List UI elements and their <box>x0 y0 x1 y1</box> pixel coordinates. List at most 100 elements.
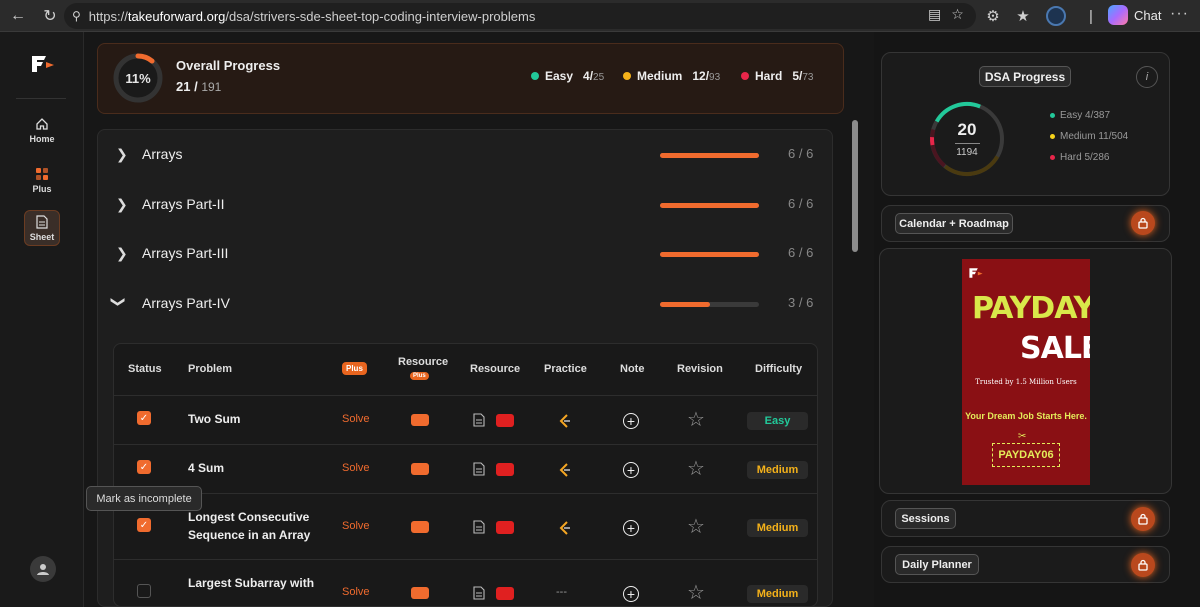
youtube-icon[interactable] <box>496 587 514 600</box>
payday-sale-banner[interactable]: PAYDAY SALE Trusted by 1.5 Million Users… <box>962 259 1090 485</box>
problem-name[interactable]: Two Sum <box>188 412 241 426</box>
table-header: Status Problem Plus Resource Plus Resour… <box>114 344 817 396</box>
problem-name[interactable]: Longest Consecutive Sequence in an Array <box>188 510 311 542</box>
sidebar-item-plus[interactable]: Plus <box>24 162 60 198</box>
legend-easy: Easy 4/387 <box>1050 110 1110 121</box>
practice-empty: --- <box>556 586 567 598</box>
status-checkbox[interactable] <box>137 584 151 598</box>
topic-row-arrays[interactable]: ❯ Arrays 6 / 6 <box>98 130 834 180</box>
chevron-down-icon: ❯ <box>111 296 127 308</box>
article-icon[interactable] <box>473 462 485 476</box>
profile-avatar[interactable] <box>1046 6 1066 26</box>
lock-icon[interactable] <box>1131 507 1155 531</box>
sidebar-divider <box>16 98 66 99</box>
solve-link[interactable]: Solve <box>342 520 370 532</box>
favorite-star-icon[interactable]: ☆ <box>951 6 964 22</box>
refresh-icon[interactable]: ↻ <box>43 8 57 25</box>
add-note-icon[interactable]: + <box>623 586 639 602</box>
revision-star-icon[interactable]: ☆ <box>687 409 705 431</box>
medium-label: Medium <box>637 69 683 83</box>
lock-icon[interactable] <box>1131 211 1155 235</box>
topic-name: Arrays <box>142 146 183 162</box>
revision-star-icon[interactable]: ☆ <box>687 516 705 538</box>
topic-count: 6 / 6 <box>788 196 814 211</box>
easy-stat: Easy 4/25 <box>531 69 604 83</box>
plus-video-icon[interactable] <box>411 587 429 599</box>
medium-count: 12/93 <box>692 69 721 83</box>
solve-link[interactable]: Solve <box>342 586 370 598</box>
header-status: Status <box>128 363 162 375</box>
topic-row-arrays-part-iii[interactable]: ❯ Arrays Part-III 6 / 6 <box>98 229 834 279</box>
status-checkbox[interactable]: ✓ <box>137 460 151 474</box>
calendar-roadmap-label[interactable]: Calendar + Roadmap <box>895 213 1013 234</box>
daily-planner-label[interactable]: Daily Planner <box>895 554 979 575</box>
leetcode-icon[interactable] <box>557 462 573 478</box>
add-note-icon[interactable]: + <box>623 462 639 478</box>
article-icon[interactable] <box>473 586 485 600</box>
chat-label: Chat <box>1134 7 1162 23</box>
divider-icon: | <box>1089 7 1093 25</box>
sidebar-item-label: Plus <box>32 183 52 194</box>
problem-name[interactable]: 4 Sum <box>188 461 225 475</box>
header-note: Note <box>620 363 645 375</box>
overall-progress-title: Overall Progress <box>176 58 281 73</box>
sidebar-item-sheet[interactable]: Sheet <box>24 210 60 246</box>
status-checkbox[interactable]: ✓ <box>137 518 151 532</box>
youtube-icon[interactable] <box>496 463 514 476</box>
plus-video-icon[interactable] <box>411 463 429 475</box>
leetcode-icon[interactable] <box>557 520 573 536</box>
site-info-icon[interactable]: ⚲ <box>72 9 81 23</box>
overall-done: 21 / <box>176 79 198 94</box>
youtube-icon[interactable] <box>496 414 514 427</box>
user-avatar[interactable] <box>30 556 56 582</box>
plus-video-icon[interactable] <box>411 414 429 426</box>
address-bar[interactable]: ⚲ https://takeuforward.org/dsa/strivers-… <box>64 3 976 29</box>
legend-hard: Hard 5/286 <box>1050 152 1109 163</box>
extension-icon[interactable]: ⚙ <box>986 8 1000 25</box>
home-icon <box>36 117 48 130</box>
header-resource: Resource <box>470 363 521 375</box>
chat-button[interactable]: Chat <box>1108 5 1161 25</box>
header-plus-badge: Plus <box>342 362 367 375</box>
easy-dot-icon <box>531 72 539 80</box>
article-icon[interactable] <box>473 520 485 534</box>
scissors-icon: ✂ <box>1018 431 1027 442</box>
back-arrow-icon[interactable]: ← <box>10 7 26 24</box>
article-icon[interactable] <box>473 413 485 427</box>
chevron-right-icon: ❯ <box>116 245 128 261</box>
info-icon[interactable]: i <box>1136 66 1158 88</box>
leetcode-icon[interactable] <box>557 413 573 429</box>
dsa-total-count: 1194 <box>956 147 978 158</box>
topic-row-arrays-part-ii[interactable]: ❯ Arrays Part-II 6 / 6 <box>98 180 834 230</box>
sidebar-item-home[interactable]: Home <box>24 112 60 148</box>
solve-link[interactable]: Solve <box>342 413 370 425</box>
fraction-line <box>955 143 980 144</box>
copilot-icon <box>1108 5 1128 25</box>
add-note-icon[interactable]: + <box>623 413 639 429</box>
chevron-right-icon: ❯ <box>116 196 128 212</box>
topic-row-arrays-part-iv[interactable]: ❯ Arrays Part-IV 3 / 6 <box>98 279 834 329</box>
takeuforward-logo[interactable] <box>30 54 56 74</box>
lock-icon[interactable] <box>1131 553 1155 577</box>
sessions-label[interactable]: Sessions <box>895 508 956 529</box>
favorites-icon[interactable]: ★ <box>1016 8 1030 25</box>
sidebar-item-label: Home <box>29 133 55 144</box>
easy-count: 4/25 <box>583 69 605 83</box>
overall-progress-count: 21 / 191 <box>176 79 221 94</box>
add-note-icon[interactable]: + <box>623 520 639 536</box>
scrollbar-thumb[interactable] <box>852 120 858 252</box>
difficulty-badge: Medium <box>747 585 808 603</box>
promo-code[interactable]: PAYDAY06 <box>992 443 1060 467</box>
revision-star-icon[interactable]: ☆ <box>687 582 705 604</box>
promo-line1: PAYDAY <box>972 291 1090 326</box>
plus-video-icon[interactable] <box>411 521 429 533</box>
solve-link[interactable]: Solve <box>342 462 370 474</box>
promo-trusted: Trusted by 1.5 Million Users <box>975 378 1077 386</box>
problem-name[interactable]: Largest Subarray with <box>188 576 315 590</box>
status-checkbox[interactable]: ✓ <box>137 411 151 425</box>
revision-star-icon[interactable]: ☆ <box>687 458 705 480</box>
youtube-icon[interactable] <box>496 521 514 534</box>
reader-view-icon[interactable]: ▤ <box>928 6 942 22</box>
header-practice: Practice <box>544 363 587 375</box>
more-menu-icon[interactable]: ··· <box>1170 5 1189 22</box>
